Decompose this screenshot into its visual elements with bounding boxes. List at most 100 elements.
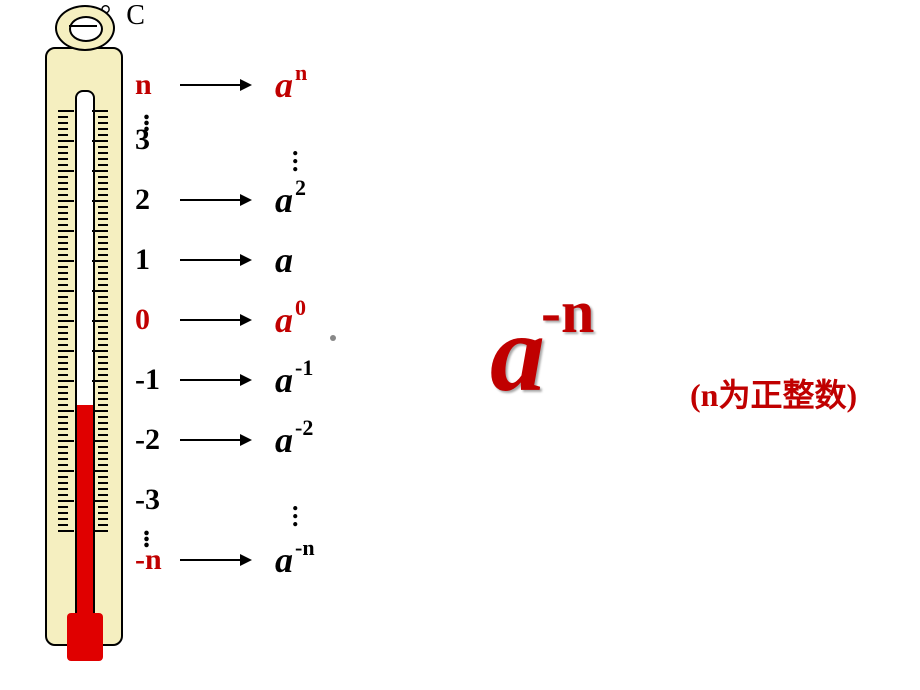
tick [58,314,68,316]
tick [58,224,68,226]
tick [92,230,108,232]
tick [98,362,108,364]
tick [98,266,108,268]
tick [58,386,68,388]
tick [58,200,74,202]
tick [98,194,108,196]
tick [58,212,68,214]
tick [98,368,108,370]
tick [58,428,68,430]
tick [98,242,108,244]
power-expression: a0 [275,299,306,341]
tick [58,482,68,484]
tick [98,524,108,526]
tick [58,176,68,178]
tick [98,176,108,178]
tick [58,410,74,412]
tick [98,398,108,400]
tick [98,518,108,520]
tick [58,146,68,148]
arrow-icon [180,84,250,86]
tick [92,110,108,112]
tick [98,392,108,394]
expr-exponent: 2 [295,175,306,200]
tick [58,320,74,322]
tick [92,500,108,502]
tick [58,356,68,358]
tick [58,476,68,478]
tick [98,308,108,310]
tick [98,452,108,454]
expr-exponent: -2 [295,415,313,440]
tick [58,284,68,286]
power-expression: a-2 [275,419,313,461]
scale-label: 3 [135,123,150,157]
tick [58,362,68,364]
tick [58,182,68,184]
tick [98,494,108,496]
tick [98,488,108,490]
tick [98,236,108,238]
expr-exponent: n [295,60,307,85]
tick [98,272,108,274]
tick [58,110,74,112]
tick [98,446,108,448]
tick [58,518,68,520]
tick [92,260,108,262]
tick [98,158,108,160]
scale-label: 2 [135,183,150,217]
tick [92,320,108,322]
tick [98,458,108,460]
thermometer-mercury [77,405,93,615]
scale-label: -1 [135,363,160,397]
expr-base: a [275,180,293,220]
tick [58,206,68,208]
tick [58,458,68,460]
power-expression: a-1 [275,359,313,401]
tick [58,134,68,136]
tick [58,254,68,256]
tick [58,494,68,496]
tick [58,266,68,268]
tick [98,476,108,478]
scale-label: 0 [135,303,150,337]
tick [58,512,68,514]
tick [58,470,74,472]
tick [58,152,68,154]
scale-label: -2 [135,423,160,457]
arrow-icon [180,559,250,561]
tick [98,116,108,118]
tick [98,218,108,220]
scale-label: -n [135,543,162,577]
tick [58,326,68,328]
tick [92,380,108,382]
tick [58,170,74,172]
tick [92,350,108,352]
tick [98,152,108,154]
vertical-dots-left: ... [143,524,150,542]
center-dot [330,335,336,341]
thermometer [45,5,125,685]
arrow-icon [180,319,250,321]
tick [98,302,108,304]
tick [58,158,68,160]
tick [58,248,68,250]
tick [98,314,108,316]
tick [58,398,68,400]
tick [98,188,108,190]
thermometer-loop-line [69,25,97,27]
tick [98,206,108,208]
tick [58,164,68,166]
arrow-icon [180,379,250,381]
tick [98,134,108,136]
big-power-expression: a-n [490,290,598,417]
tick [98,122,108,124]
arrow-icon [180,259,250,261]
tick [98,422,108,424]
tick [98,386,108,388]
tick [58,272,68,274]
power-expression: a [275,239,293,281]
tick [58,122,68,124]
tick [98,224,108,226]
tick [98,284,108,286]
